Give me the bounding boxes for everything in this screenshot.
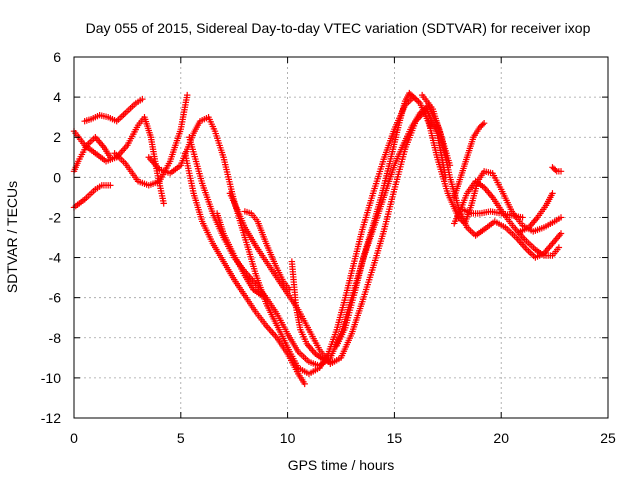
series-track-12 [288, 258, 336, 366]
series-track-17 [451, 119, 488, 201]
y-tick-label: 6 [53, 49, 61, 65]
series-track-18 [459, 206, 526, 221]
data-point [480, 119, 488, 127]
data-point [329, 358, 336, 366]
y-axis-label: SDTVAR / TECUs [4, 181, 20, 293]
series-track-13 [333, 89, 417, 349]
series-track-2 [81, 95, 146, 125]
data-point [301, 380, 308, 388]
x-tick-label: 10 [280, 430, 296, 446]
grid [74, 57, 608, 418]
data-marks [70, 89, 565, 388]
data-point [479, 121, 486, 128]
series-track-11 [213, 210, 266, 299]
y-tick-label: 4 [53, 89, 61, 105]
y-tick-label: -10 [41, 370, 61, 386]
data-point [258, 292, 266, 299]
data-point [107, 182, 114, 189]
data-point [410, 93, 417, 101]
series-track-8 [181, 150, 308, 388]
series-track-19 [517, 190, 556, 235]
x-tick-label: 25 [600, 430, 616, 446]
data-point [519, 214, 526, 221]
x-tick-label: 0 [70, 430, 78, 446]
x-tick-labels: 0 5 10 15 20 25 [70, 430, 616, 446]
series-track-20 [549, 164, 565, 175]
data-point [555, 244, 563, 251]
series-track-10 [241, 208, 293, 293]
data-point [549, 190, 556, 197]
series-track-6 [145, 93, 434, 378]
y-tick-labels: 6 4 2 0 -2 -4 -6 -8 -10 -12 [41, 49, 61, 426]
x-tick-label: 15 [387, 430, 403, 446]
data-point [557, 168, 565, 175]
data-point [139, 95, 146, 103]
axis-ticks [73, 56, 609, 419]
data-point [409, 92, 416, 99]
chart-title: Day 055 of 2015, Sidereal Day-to-day VTE… [86, 20, 591, 36]
data-point [557, 230, 565, 237]
y-tick-label: -4 [49, 250, 62, 266]
data-point [107, 154, 114, 161]
data-point [557, 214, 565, 221]
x-tick-label: 20 [493, 430, 509, 446]
data-point [184, 91, 191, 99]
data-point [160, 200, 167, 207]
series-track-16 [451, 178, 563, 259]
y-tick-label: 0 [53, 169, 61, 185]
plot-frame [73, 56, 609, 419]
series-track-5 [111, 91, 191, 189]
series-track-4 [70, 182, 114, 211]
y-tick-label: -6 [49, 290, 62, 306]
x-tick-label: 5 [177, 430, 185, 446]
data-point [413, 96, 421, 104]
series-track-3 [70, 134, 114, 175]
series-track-15 [425, 117, 565, 235]
y-tick-label: -12 [41, 410, 61, 426]
y-tick-label: -8 [49, 330, 62, 346]
y-tick-label: -2 [49, 209, 62, 225]
data-point [552, 166, 559, 174]
x-axis-label: GPS time / hours [288, 457, 395, 473]
y-tick-label: 2 [53, 129, 61, 145]
